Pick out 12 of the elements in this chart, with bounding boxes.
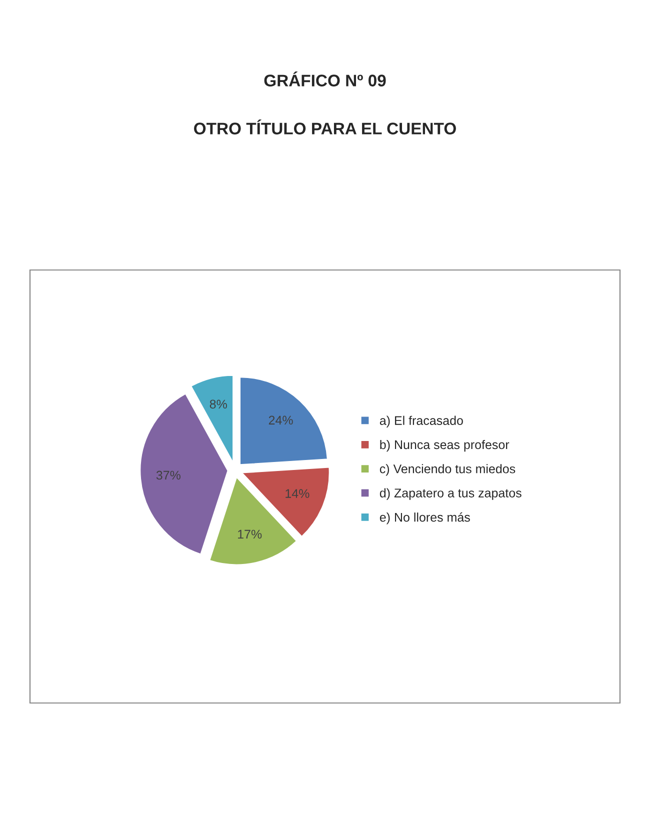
- data-label: 24%: [268, 416, 293, 425]
- chart-title: GRÁFICO Nº 09: [264, 72, 386, 86]
- legend-label: c) Venciendo tus miedos: [380, 464, 516, 476]
- data-label: 8%: [210, 400, 227, 409]
- data-label: 17%: [238, 530, 262, 539]
- data-label: 14%: [286, 489, 310, 498]
- legend-label: a) El fracasado: [380, 416, 463, 428]
- legend-label: d) Zapatero a tus zapatos: [380, 488, 522, 500]
- legend-label: e) No llores más: [380, 512, 470, 524]
- data-label: 37%: [156, 470, 180, 480]
- legend-label: b) Nunca seas profesor: [380, 440, 510, 452]
- chart-subtitle: OTRO TÍTULO PARA EL CUENTO: [194, 120, 456, 134]
